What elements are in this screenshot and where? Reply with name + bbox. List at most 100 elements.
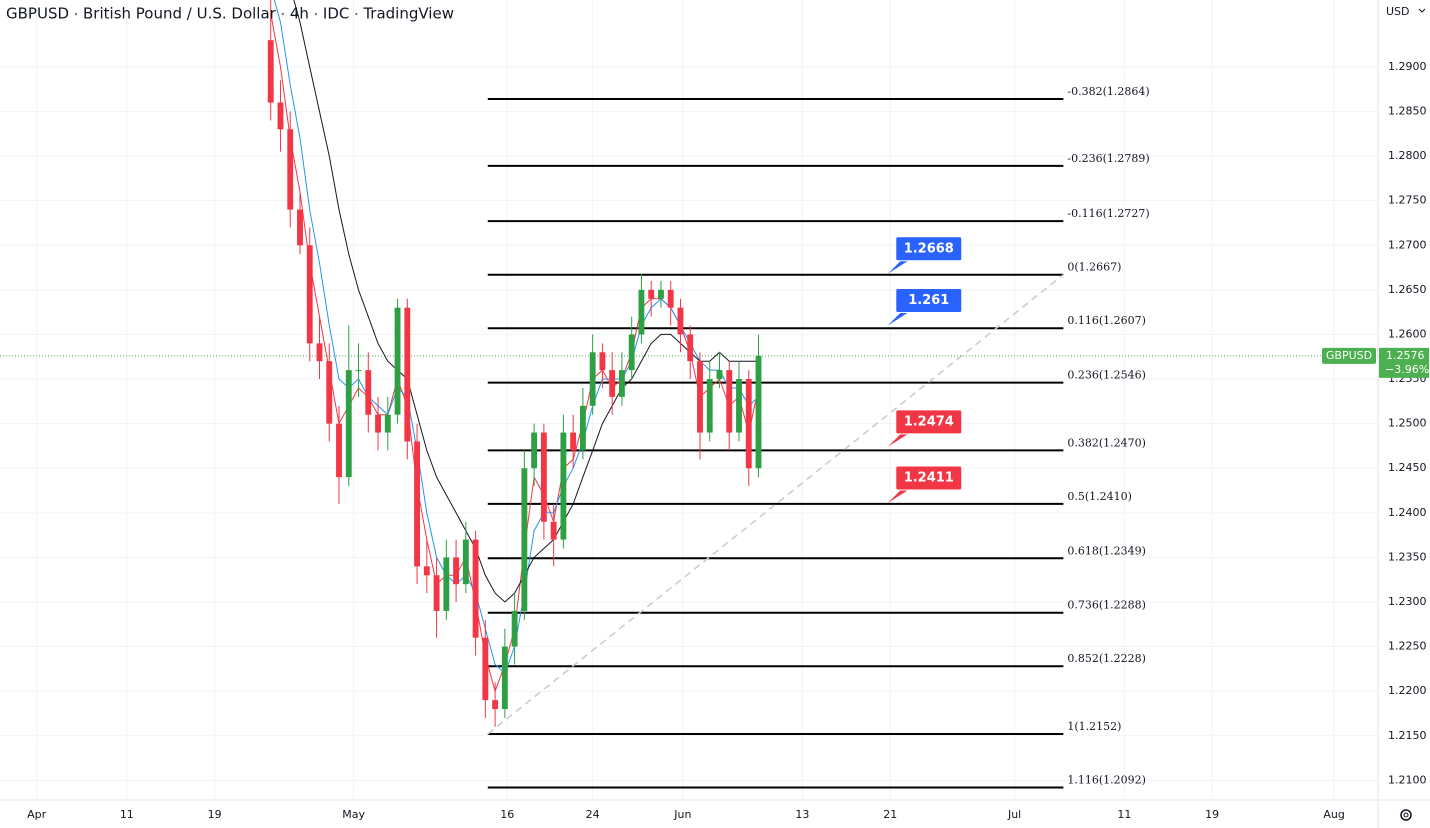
x-tick-label: Jun xyxy=(673,808,691,821)
header-text: TradingView xyxy=(362,5,454,23)
header-text: 4h xyxy=(290,5,309,23)
y-tick-label: 1.2450 xyxy=(1388,461,1427,474)
y-tick-label: 1.2350 xyxy=(1388,550,1427,563)
candle-body xyxy=(433,575,440,611)
header: GBPUSD British Pound / U.S. Dollar 4h IDC Tr… xyxy=(6,5,454,23)
candle-body xyxy=(745,379,752,469)
y-tick-label: 1.2800 xyxy=(1388,149,1427,162)
fib-level-label: 1.116(1.2092) xyxy=(1067,774,1146,787)
fib-level-label: 0.736(1.2288) xyxy=(1067,599,1146,612)
trend-line xyxy=(487,274,1064,735)
candle-body xyxy=(492,700,499,710)
symbol-badge xyxy=(1322,347,1376,364)
candle-body xyxy=(297,209,303,246)
x-tick-label: 13 xyxy=(795,808,809,821)
callout-box xyxy=(895,465,963,491)
candle-body xyxy=(579,405,586,451)
y-tick-label: 1.2250 xyxy=(1388,640,1427,653)
settings-hub[interactable] xyxy=(1403,812,1409,818)
price-badge-value: 1.2576 xyxy=(1386,349,1425,362)
callout-box xyxy=(895,236,963,262)
callout-box xyxy=(895,409,963,435)
candle-body xyxy=(658,289,664,299)
fib-level-label: 0(1.2667) xyxy=(1067,261,1121,274)
y-tick-label: 1.2500 xyxy=(1388,417,1427,430)
candle-body xyxy=(638,289,645,335)
fib-level-label: -0.116(1.2727) xyxy=(1067,207,1149,220)
candle-body xyxy=(706,379,713,433)
candle-body xyxy=(423,566,430,576)
settings-icon[interactable] xyxy=(1400,809,1412,821)
candle-body xyxy=(375,414,381,433)
candle-body xyxy=(384,414,391,433)
candle-body xyxy=(345,370,352,478)
y-tick-label: 1.2100 xyxy=(1388,773,1427,786)
fib-level-label: 0.116(1.2607) xyxy=(1067,314,1146,327)
candle-body xyxy=(521,468,528,611)
candle-body xyxy=(697,361,703,433)
header-separator xyxy=(74,12,78,16)
y-tick-label: 1.2150 xyxy=(1388,729,1427,742)
y-tick-label: 1.2400 xyxy=(1388,506,1427,519)
candle-body xyxy=(287,129,294,210)
axes: 1.2100 1.2150 1.2200 1.2250 1.2300 1.2350 1.24… xyxy=(27,60,1426,821)
candle-body xyxy=(404,307,411,442)
candle-body xyxy=(511,610,518,647)
candle-body xyxy=(531,432,538,469)
header-separator xyxy=(281,12,285,16)
currency-label[interactable]: USD xyxy=(1386,5,1410,18)
header-text: British Pound / U.S. Dollar xyxy=(83,5,277,23)
candle-body xyxy=(648,289,655,299)
x-tick-label: 11 xyxy=(1117,808,1131,821)
candle-body xyxy=(667,289,674,308)
header-separator xyxy=(314,12,318,16)
candle-body xyxy=(365,370,372,415)
candle-body xyxy=(414,441,420,567)
y-tick-label: 1.2600 xyxy=(1388,327,1427,340)
candle-body xyxy=(609,370,616,397)
candle-body xyxy=(326,361,333,424)
candle-body xyxy=(687,334,694,362)
callout-pointer xyxy=(887,489,910,504)
x-tick-label: 19 xyxy=(208,808,222,821)
fib-level-label: 0.852(1.2228) xyxy=(1067,652,1146,665)
candle-body xyxy=(267,40,274,103)
fib-level-label: 0.618(1.2349) xyxy=(1067,544,1146,557)
x-tick-label: 11 xyxy=(120,808,134,821)
candle-body xyxy=(462,539,469,585)
x-tick-label: Jul xyxy=(1007,808,1021,821)
price-callout: 1.2474 xyxy=(887,409,963,447)
y-tick-label: 1.2900 xyxy=(1388,60,1427,73)
candle-body xyxy=(550,521,557,540)
fib-level-label: -0.382(1.2864) xyxy=(1067,85,1149,98)
candle-body xyxy=(599,352,606,371)
candle-body xyxy=(726,370,733,433)
header-text: GBPUSD xyxy=(6,5,69,23)
y-tick-label: 1.2750 xyxy=(1388,194,1427,207)
y-tick-label: 1.2700 xyxy=(1388,238,1427,251)
header-text: IDC xyxy=(323,5,349,23)
candle-body xyxy=(716,370,723,380)
y-tick-label: 1.2300 xyxy=(1388,595,1427,608)
candle-body xyxy=(453,557,460,585)
callout-text: 1.261 xyxy=(908,293,949,308)
candle-body xyxy=(277,102,284,130)
candle-body xyxy=(355,370,362,372)
callout-text: 1.2668 xyxy=(904,241,954,256)
candle-body xyxy=(589,352,596,406)
callout-text: 1.2411 xyxy=(904,471,954,486)
callout-pointer xyxy=(887,311,910,326)
symbol-badge-text: GBPUSD xyxy=(1326,349,1372,362)
callout-text: 1.2474 xyxy=(904,414,954,429)
fib-level-label: -0.236(1.2789) xyxy=(1067,152,1149,165)
settings-gear[interactable] xyxy=(1400,809,1412,821)
y-tick-label: 1.2650 xyxy=(1388,283,1427,296)
price-callout: 1.2411 xyxy=(887,465,963,504)
price-badge-change: −3.96% xyxy=(1385,363,1429,376)
currency-dropdown[interactable] xyxy=(1418,8,1426,13)
x-tick-label: Apr xyxy=(27,808,47,821)
candle-body xyxy=(472,539,479,638)
candle-body xyxy=(560,432,567,540)
